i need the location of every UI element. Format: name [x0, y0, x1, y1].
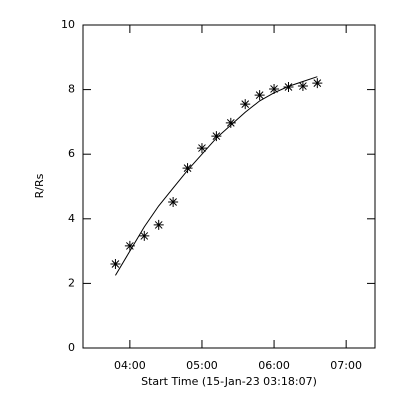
x-tick-label: 07:00: [330, 359, 362, 372]
data-point: [225, 117, 236, 128]
data-point: [240, 99, 251, 110]
data-point: [312, 78, 323, 89]
data-point: [110, 259, 121, 270]
y-tick-label: 10: [61, 18, 75, 31]
x-tick-label: 04:00: [114, 359, 146, 372]
data-point: [139, 230, 150, 241]
y-tick-label: 4: [68, 212, 75, 225]
data-point: [254, 90, 265, 101]
data-point: [211, 131, 222, 142]
data-point: [297, 81, 308, 92]
data-point: [153, 219, 164, 230]
data-point: [182, 163, 193, 174]
data-point: [168, 197, 179, 208]
fit-line: [115, 76, 318, 276]
y-tick-label: 8: [68, 83, 75, 96]
data-point: [283, 82, 294, 93]
y-axis-label: R/Rs: [33, 173, 46, 198]
data-point: [269, 83, 280, 94]
y-tick-label: 0: [68, 341, 75, 354]
y-tick-label: 2: [68, 276, 75, 289]
x-axis-label: Start Time (15-Jan-23 03:18:07): [141, 375, 317, 388]
data-point: [124, 240, 135, 251]
x-tick-label: 05:00: [186, 359, 218, 372]
x-tick-label: 06:00: [258, 359, 290, 372]
plot-frame: [82, 24, 376, 349]
data-point: [196, 143, 207, 154]
y-tick-label: 6: [68, 147, 75, 160]
